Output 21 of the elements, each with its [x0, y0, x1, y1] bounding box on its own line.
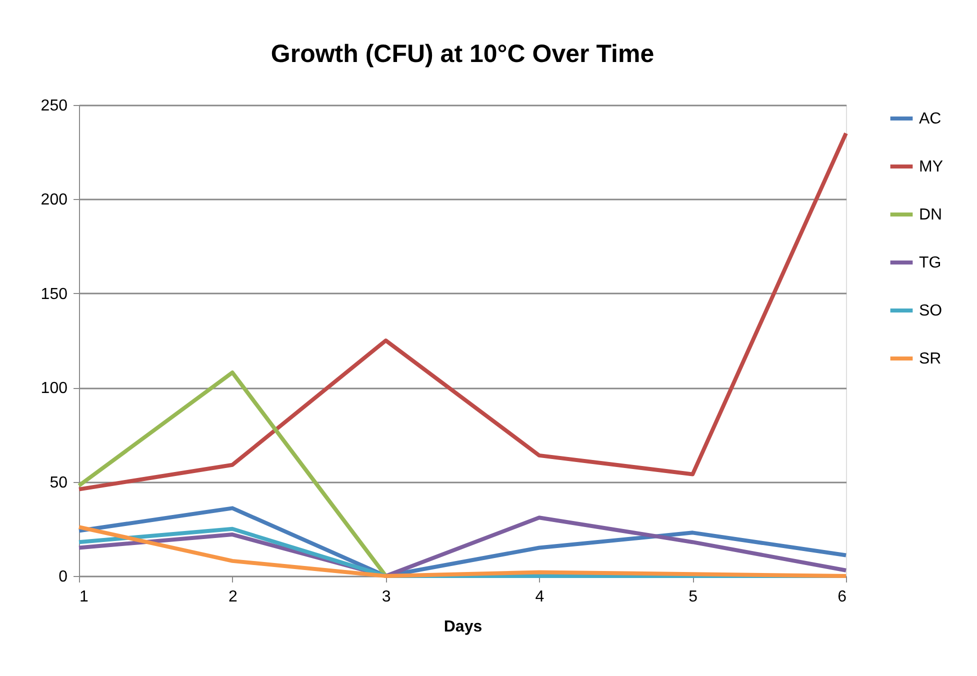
- y-tick-label: 100: [40, 380, 68, 398]
- y-tick-label: 150: [40, 286, 68, 303]
- x-tick-label: 1: [80, 588, 88, 606]
- y-tick-label: 200: [40, 192, 68, 209]
- y-tick-label: 0: [58, 568, 68, 586]
- x-tick-label: 3: [382, 588, 391, 606]
- line-series: [77, 131, 848, 492]
- legend-label: MY: [919, 158, 944, 176]
- legend-label: DN: [919, 206, 942, 224]
- legend-label: AC: [919, 110, 942, 128]
- y-tick-label: 50: [50, 474, 68, 492]
- legend-label: SR: [919, 350, 942, 368]
- legend-label: SO: [919, 302, 942, 320]
- x-tick-label: 4: [535, 588, 544, 606]
- x-tick-label: 2: [228, 588, 238, 606]
- legend-label: TG: [919, 254, 942, 272]
- x-axis-title: Days: [444, 618, 482, 636]
- y-tick-label: 250: [40, 98, 68, 114]
- x-tick-label: 5: [688, 588, 698, 606]
- x-tick-label: 6: [838, 588, 847, 606]
- chart-title: Growth (CFU) at 10°C Over Time: [270, 40, 654, 68]
